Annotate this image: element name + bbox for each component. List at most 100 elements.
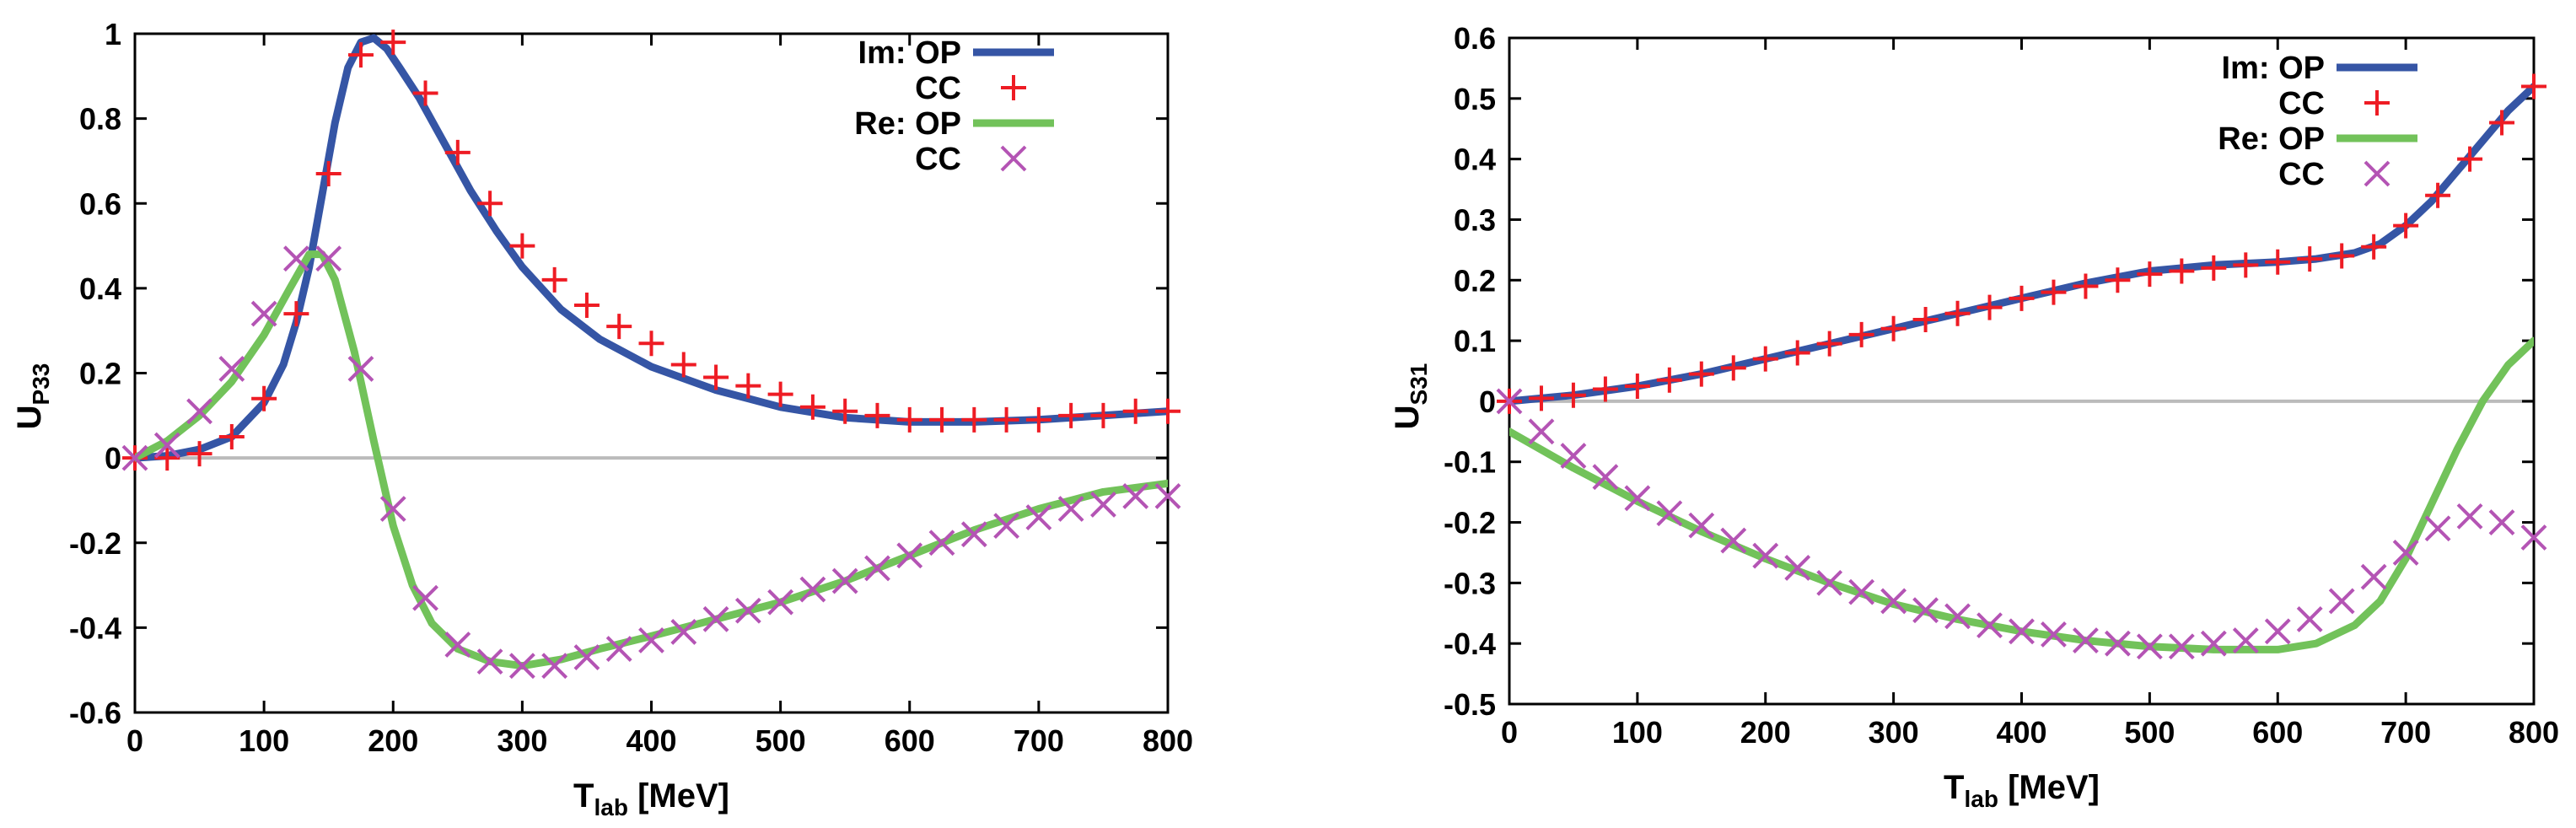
panel2-xtick-label: 600 — [2252, 715, 2303, 750]
panel1-im-cc-point — [670, 352, 696, 378]
panel1-re-cc-point — [153, 432, 180, 459]
panel2-re-cc-point — [1880, 588, 1907, 615]
panel2-ytick-label: -0.5 — [1444, 687, 1496, 722]
panel1-im-cc-point — [993, 406, 1019, 433]
panel2-ytick-label: 0.5 — [1454, 82, 1496, 116]
panel1-re-cc-point — [702, 605, 729, 632]
panel1-im-cc-point — [218, 423, 245, 449]
panel1-re-cc-point — [993, 513, 1020, 540]
panel1-im-cc-point — [186, 441, 212, 467]
panel1-im-cc-point — [638, 331, 664, 357]
panel1-im-cc-point — [315, 161, 341, 187]
panel2-ytick-label: -0.1 — [1444, 445, 1496, 480]
panel2-im-cc-point — [2233, 252, 2259, 278]
panel2-re-cc-point — [1944, 603, 1971, 630]
panel2-im-cc-point — [1688, 361, 1714, 387]
panel2-re-cc-point — [2104, 630, 2131, 657]
panel1-im-cc-point — [606, 314, 632, 340]
panel2-re-cc-point — [1592, 464, 1619, 491]
panel2-series-re-op — [1509, 336, 2534, 653]
panel1-ytick-label: -0.4 — [69, 610, 121, 645]
panel1-re-cc-point — [250, 300, 277, 327]
panel1-re-cc-point — [412, 584, 438, 611]
panel1-ytick-label: 0.4 — [79, 272, 121, 306]
panel2-legend-entry: CC — [2278, 86, 2325, 121]
panel2-legend-label: Re: OP — [2218, 121, 2325, 157]
panel2-im-cc-point — [2265, 249, 2291, 275]
panel1-legend-label: CC — [915, 71, 961, 106]
panel2-xtick-label: 300 — [1869, 715, 1919, 750]
panel2-series-im-op — [1509, 83, 2534, 406]
panel1-series-im-op — [135, 34, 1168, 462]
panel2-ytick-label: -0.2 — [1444, 506, 1496, 540]
panel1-im-cc-point — [251, 385, 277, 411]
panel2-legend-entry: OP — [2278, 51, 2325, 86]
panel1-im-cc-point — [703, 364, 729, 390]
panel1-xtick-label: 600 — [885, 723, 935, 758]
panel1-re-cc-point — [1090, 492, 1116, 518]
panel2-legend-label: Im: OP — [2222, 51, 2325, 86]
panel2-im-cc-point — [2201, 255, 2227, 281]
panel1-legend-group: Im: — [858, 35, 916, 71]
panel2-re-cc-point — [2296, 606, 2323, 632]
panel1-im-cc-point — [896, 406, 922, 433]
panel2-ytick-label: 0.1 — [1454, 324, 1496, 358]
panel1-legend-group: Re: — [854, 106, 915, 142]
panel2-im-cc-point — [2425, 182, 2451, 208]
panel2-im-cc-point — [1912, 306, 1939, 332]
panel2-y-axis-label-main: U — [1389, 405, 1426, 429]
panel2-ytick-label: -0.3 — [1444, 566, 1496, 600]
panel1-legend-entry: OP — [915, 35, 961, 71]
panel1-re-cc-point — [1057, 496, 1084, 522]
panel2-ytick-label: 0 — [1479, 384, 1496, 419]
panel2-re-cc-point — [1976, 612, 2003, 639]
panel2-re-cc-point — [2073, 627, 2099, 654]
panel2-re-cc-point — [1816, 569, 1843, 596]
panel1-re-cc-point — [767, 589, 794, 616]
panel1-re-cc-point — [1122, 482, 1149, 509]
panel1-im-cc-point — [154, 445, 180, 471]
panel2-im-cc-point — [1944, 300, 1971, 326]
panel2-re-cc-point — [2009, 618, 2035, 645]
panel2-im-cc-point — [2361, 234, 2387, 260]
panel2-ytick-label: 0.2 — [1454, 263, 1496, 298]
panel2-im-cc-point — [1784, 340, 1810, 366]
panel2-re-cc-point — [2200, 630, 2227, 657]
panel1-im-cc-point — [380, 30, 406, 56]
panel2-im-cc-point — [1624, 373, 1650, 399]
panel1-ytick-label: 0.8 — [79, 102, 121, 137]
panel2-re-cc-point — [2360, 563, 2387, 590]
panel2-series-im-cc — [1497, 73, 2546, 414]
panel2-series-re-cc — [1496, 388, 2547, 660]
panel2-re-cc-point — [2264, 618, 2291, 645]
panel1-re-cc-point — [315, 245, 342, 272]
panel1-im-cc-point — [477, 191, 503, 217]
panel2-im-cc-point — [2137, 261, 2163, 288]
panel2-re-cc-point — [2232, 627, 2259, 654]
panel1-y-axis-label-sub: P33 — [28, 363, 54, 406]
panel2-legend-swatch-re-cc — [2364, 160, 2390, 187]
panel2-re-cc-point — [2488, 509, 2515, 535]
panel1-legend-label: Im: OP — [858, 35, 961, 71]
panel2-im-cc-point — [2073, 273, 2099, 299]
panel2-legend-swatch-im-cc — [2364, 90, 2390, 116]
panel1-re-cc-point — [444, 632, 471, 658]
panel1-re-cc-point — [638, 627, 664, 653]
panel1-xtick-label: 500 — [756, 723, 806, 758]
panel2-re-cc-point — [1912, 597, 1939, 624]
panel2-im-cc-point — [2297, 246, 2323, 272]
panel2-xtick-label: 800 — [2509, 715, 2559, 750]
panel1-xtick-label: 700 — [1014, 723, 1064, 758]
panel2-re-cc-point — [1720, 527, 1747, 554]
panel1-re-cc-point — [1154, 482, 1181, 509]
panel2-re-cc-point — [2456, 503, 2483, 530]
panel2-im-cc-point — [1848, 321, 1874, 347]
panel2-im-cc-point — [1752, 346, 1778, 372]
panel2-im-cc-point — [1720, 355, 1746, 381]
panel1-ytick-label: 1 — [105, 17, 121, 51]
panel2-re-cc-point — [2136, 633, 2163, 660]
panel1-im-cc-point — [444, 139, 471, 165]
panel2-re-cc-point — [1528, 418, 1555, 445]
panel1-im-cc-point — [832, 398, 858, 424]
